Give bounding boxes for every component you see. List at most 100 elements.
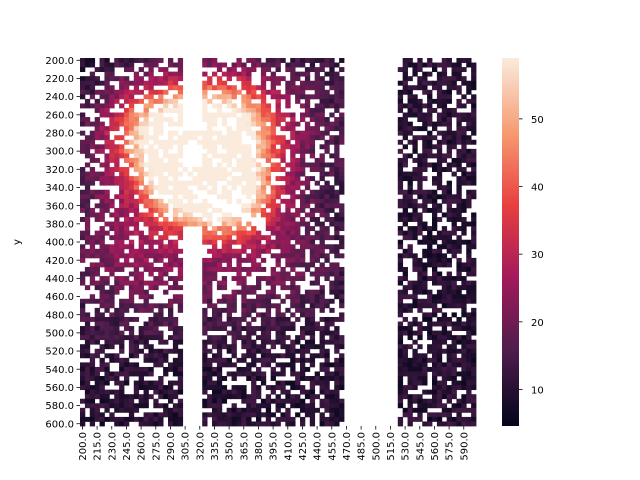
heatmap-cell xyxy=(451,416,457,422)
heatmap-cell xyxy=(466,194,472,200)
heatmap-cell xyxy=(407,185,413,191)
heatmap-cell xyxy=(397,289,404,295)
heatmap-cell xyxy=(241,121,247,127)
heatmap-cell xyxy=(202,103,208,109)
heatmap-cell xyxy=(285,171,291,177)
heatmap-cell xyxy=(168,398,174,404)
heatmap-cell xyxy=(319,289,325,295)
heatmap-cell xyxy=(104,394,110,400)
heatmap-cell xyxy=(334,344,340,350)
heatmap-cell xyxy=(163,289,169,295)
heatmap-cell xyxy=(329,58,335,63)
heatmap-cell xyxy=(80,103,86,109)
heatmap-cell xyxy=(168,135,174,141)
heatmap-cell xyxy=(202,326,208,331)
heatmap-cell xyxy=(246,353,252,359)
heatmap-cell xyxy=(163,89,169,95)
heatmap-cell xyxy=(153,303,159,309)
heatmap-cell xyxy=(172,294,179,300)
heatmap-cell xyxy=(446,89,452,95)
heatmap-cell xyxy=(402,153,408,159)
heatmap-cell xyxy=(456,162,462,168)
heatmap-cell xyxy=(202,221,208,227)
heatmap-cell xyxy=(334,212,340,218)
heatmap-cell xyxy=(80,248,86,254)
heatmap-cell xyxy=(251,389,257,395)
heatmap-cell xyxy=(172,316,179,322)
heatmap-cell xyxy=(280,285,286,291)
heatmap-cell xyxy=(94,407,100,413)
heatmap-cell xyxy=(231,421,237,427)
heatmap-cell xyxy=(329,135,335,141)
heatmap-cell xyxy=(202,398,208,404)
heatmap-cell xyxy=(324,376,330,381)
heatmap-cell xyxy=(119,276,125,282)
heatmap-cell xyxy=(260,371,267,377)
heatmap-cell xyxy=(128,412,135,418)
heatmap-cell xyxy=(436,185,443,191)
heatmap-cell xyxy=(138,330,144,336)
heatmap-cell xyxy=(148,330,154,336)
heatmap-cell xyxy=(246,326,252,331)
heatmap-cell xyxy=(432,248,438,254)
heatmap-cell xyxy=(158,316,164,322)
heatmap-cell xyxy=(334,71,340,77)
heatmap-cell xyxy=(324,139,330,145)
heatmap-cell xyxy=(417,326,423,331)
heatmap-cell xyxy=(133,162,140,168)
heatmap-cell xyxy=(309,312,316,318)
heatmap-cell xyxy=(143,412,149,418)
heatmap-cell xyxy=(212,416,218,422)
y-tick-label: 480.0 xyxy=(45,310,74,321)
heatmap-cell xyxy=(119,362,125,368)
heatmap-cell xyxy=(246,207,252,213)
heatmap-cell xyxy=(212,235,218,241)
heatmap-cell xyxy=(324,212,330,218)
heatmap-cell xyxy=(138,212,144,218)
heatmap-cell xyxy=(236,58,242,63)
heatmap-cell xyxy=(436,339,443,345)
heatmap-cell xyxy=(417,330,423,336)
heatmap-cell xyxy=(402,121,408,127)
heatmap-cell xyxy=(241,266,247,272)
heatmap-cell xyxy=(446,248,452,254)
heatmap-cell xyxy=(451,80,457,86)
heatmap-cell xyxy=(138,121,144,127)
heatmap-cell xyxy=(221,189,228,195)
heatmap-cell xyxy=(280,266,286,272)
heatmap-cell xyxy=(407,176,413,182)
heatmap-cell xyxy=(99,94,105,100)
heatmap-cell xyxy=(441,253,448,259)
heatmap-cell xyxy=(168,98,174,104)
heatmap-cell xyxy=(153,58,159,63)
heatmap-cell xyxy=(143,85,149,91)
heatmap-cell xyxy=(339,357,345,363)
heatmap-cell xyxy=(334,362,340,368)
heatmap-cell xyxy=(466,135,472,141)
heatmap-cell xyxy=(109,353,115,359)
heatmap-cell xyxy=(309,353,316,359)
heatmap-cell xyxy=(290,257,296,263)
heatmap-cell xyxy=(270,185,276,191)
heatmap-cell xyxy=(236,326,242,331)
heatmap-cell xyxy=(265,289,272,295)
heatmap-cell xyxy=(295,230,301,236)
y-tick-label: 340.0 xyxy=(45,183,74,194)
heatmap-cell xyxy=(212,121,218,127)
heatmap-cell xyxy=(265,130,272,136)
heatmap-cell xyxy=(133,112,140,118)
heatmap-cell xyxy=(422,248,428,254)
heatmap-cell xyxy=(251,398,257,404)
heatmap-cell xyxy=(138,80,144,86)
heatmap-cell xyxy=(207,403,213,409)
heatmap-cell xyxy=(461,394,467,400)
heatmap-cell xyxy=(202,257,208,263)
heatmap-cell xyxy=(241,421,247,427)
heatmap-cell xyxy=(94,248,100,254)
heatmap-cell xyxy=(119,244,125,250)
heatmap-cell xyxy=(251,85,257,91)
heatmap-cell xyxy=(114,276,120,282)
heatmap-cell xyxy=(275,98,281,104)
heatmap-cell xyxy=(133,121,140,127)
heatmap-cell xyxy=(329,76,335,82)
